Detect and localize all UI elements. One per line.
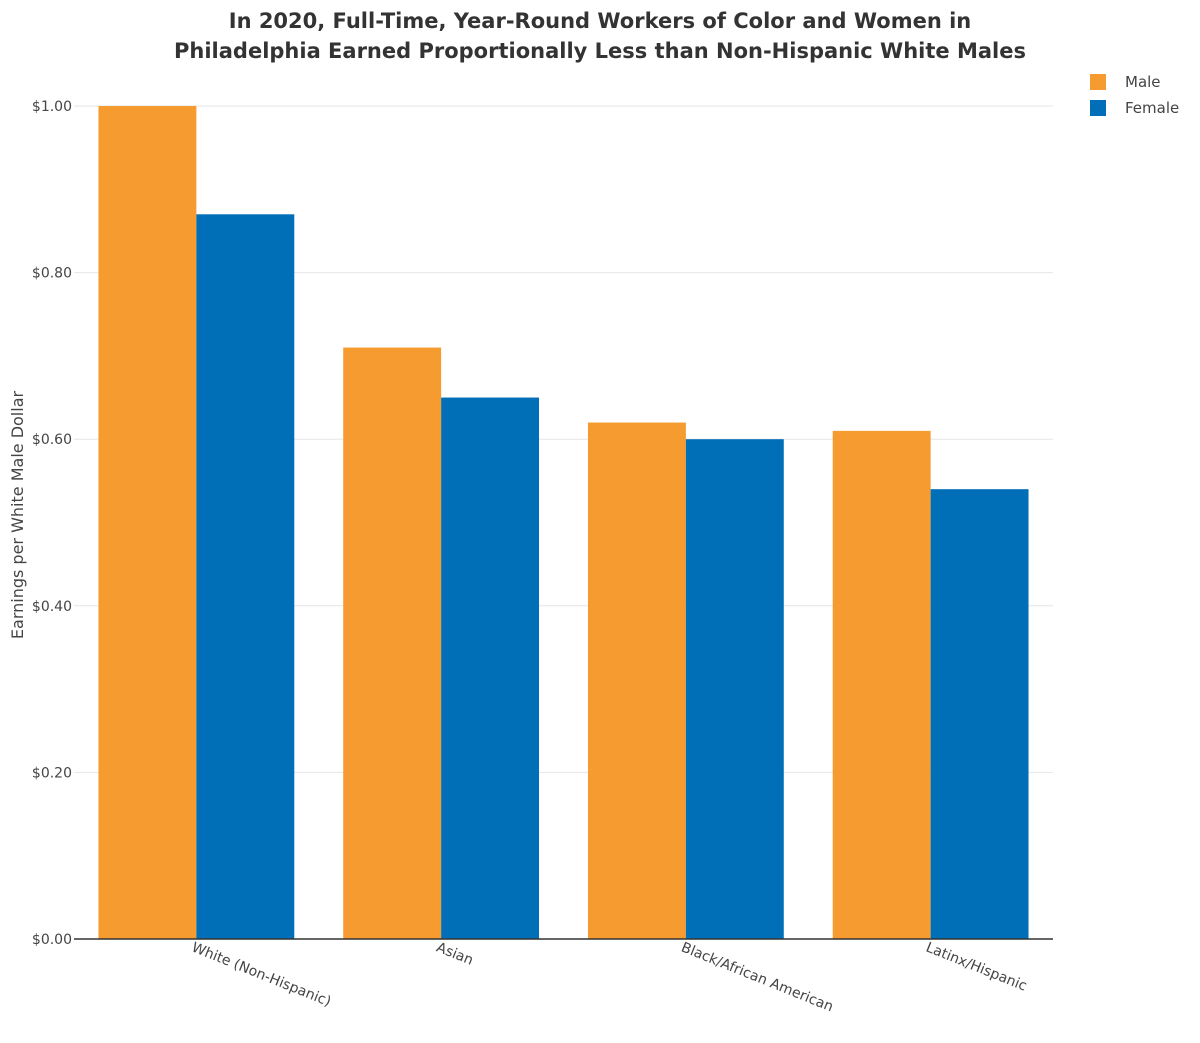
chart-title-line-2: Philadelphia Earned Proportionally Less … [174, 39, 1026, 63]
x-tick-label: Latinx/Hispanic [924, 940, 1029, 995]
y-tick-label: $1.00 [32, 99, 72, 115]
y-tick-label: $0.40 [32, 599, 72, 615]
chart-title: In 2020, Full-Time, Year-Round Workers o… [174, 9, 1026, 63]
legend-label-female: Female [1125, 99, 1179, 117]
bar-male [587, 422, 686, 939]
bar-female [685, 439, 784, 939]
x-tick-label: Black/African American [679, 940, 836, 1016]
legend-swatch-male [1090, 74, 1106, 90]
bar-male [98, 106, 197, 939]
bar-male [343, 347, 442, 939]
x-axis: White (Non-Hispanic) Asian Black/African A… [74, 938, 1053, 1016]
x-tick-label: Asian [434, 940, 475, 969]
legend: Male Female [1090, 73, 1179, 117]
y-tick-label: $0.60 [32, 432, 72, 448]
bar-male [832, 430, 931, 939]
bars [98, 106, 1029, 940]
y-tick-label: $0.80 [32, 266, 72, 282]
legend-label-male: Male [1125, 73, 1161, 91]
y-axis-title: Earnings per White Male Dollar [8, 391, 27, 640]
y-tick-label: $0.00 [32, 932, 72, 948]
bar-female [441, 397, 540, 939]
chart-title-line-1: In 2020, Full-Time, Year-Round Workers o… [229, 9, 972, 33]
x-tick-label: White (Non-Hispanic) [189, 940, 333, 1011]
y-axis: $0.00 $0.20 $0.40 $0.60 $0.80 $1.00 [32, 99, 72, 948]
y-tick-label: $0.20 [32, 765, 72, 781]
bar-female [196, 214, 295, 940]
bar-female [930, 489, 1029, 939]
legend-swatch-female [1090, 100, 1106, 116]
